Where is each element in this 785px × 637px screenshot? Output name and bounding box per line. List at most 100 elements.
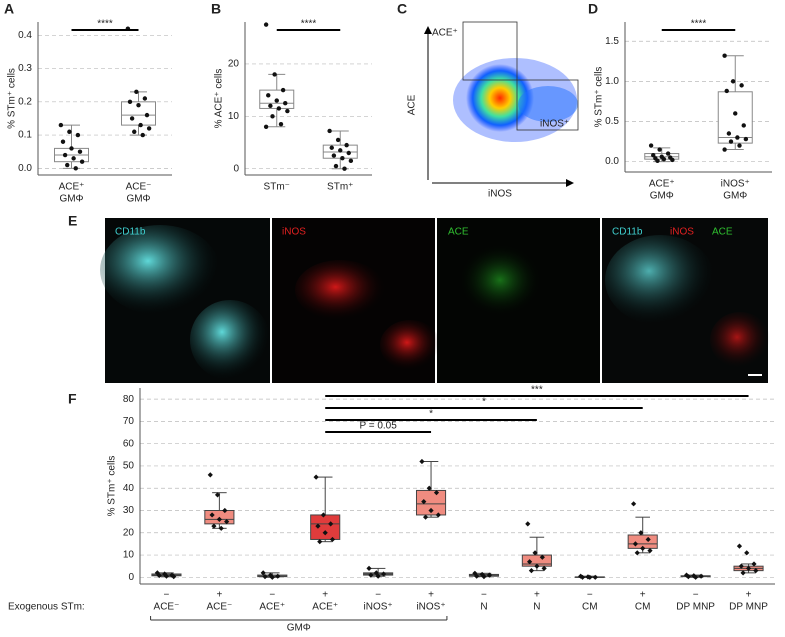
data-point — [472, 570, 478, 576]
x-tick-label: STm⁻ — [264, 182, 290, 193]
data-point — [647, 547, 653, 554]
data-point — [528, 568, 535, 574]
data-point — [541, 565, 547, 572]
data-point — [272, 72, 277, 77]
data-point — [169, 572, 175, 578]
channel-label: CD11b — [612, 227, 643, 238]
panel-letter: D — [588, 1, 598, 17]
x-tick-label: + — [322, 590, 328, 601]
flow-density — [518, 86, 578, 122]
data-point — [435, 512, 441, 518]
data-point — [657, 147, 662, 152]
data-point — [340, 156, 345, 161]
x-tick-label: + — [428, 590, 434, 601]
data-point — [592, 574, 598, 580]
gate-label: ACE⁺ — [432, 28, 458, 39]
data-point — [691, 573, 697, 579]
data-point — [685, 574, 691, 580]
data-point — [579, 574, 586, 580]
data-point — [486, 572, 493, 578]
data-point — [274, 98, 279, 103]
data-point — [426, 485, 432, 491]
data-point — [421, 498, 427, 505]
x-tick-label: ACE⁻ — [126, 182, 152, 193]
channel-label: ACE — [712, 227, 733, 238]
y-tick-label: 20 — [228, 59, 240, 70]
y-axis-label: % STm⁺ cells — [594, 67, 605, 128]
data-point — [733, 111, 738, 116]
data-point — [724, 88, 729, 94]
x-tick-label: − — [164, 590, 170, 601]
data-point — [428, 507, 434, 514]
data-point — [216, 516, 222, 523]
data-point — [344, 142, 349, 148]
data-point — [640, 545, 646, 551]
y-tick-label: 80 — [123, 394, 135, 405]
significance-label: **** — [97, 19, 113, 30]
significance-label: *** — [531, 385, 543, 396]
data-point — [266, 93, 271, 98]
panel-letter: E — [68, 213, 77, 229]
channel-label: iNOS — [282, 227, 306, 238]
data-point — [587, 574, 593, 580]
data-point — [737, 143, 742, 148]
significance-label: **** — [301, 19, 317, 30]
data-point — [269, 574, 275, 580]
data-point — [745, 565, 752, 572]
flow-panel: C ACE⁺ iNOS⁺ ACE iNOS — [397, 1, 579, 200]
arrow — [566, 179, 574, 187]
y-tick-label: 0.5 — [605, 116, 619, 127]
y-tick-label: 1.5 — [605, 36, 619, 47]
data-point — [665, 151, 671, 156]
x-tick-label: − — [693, 590, 699, 601]
y-axis-label: % ACE⁺ cells — [214, 69, 225, 129]
y-tick-label: 0 — [128, 572, 134, 583]
x-tick-label: N — [533, 602, 540, 613]
data-point — [661, 156, 667, 162]
data-point — [275, 573, 281, 579]
data-point — [62, 152, 68, 158]
x-tick-label: ACE⁻ — [154, 602, 180, 613]
panel-letter: C — [397, 1, 407, 17]
data-point — [207, 472, 213, 478]
data-point — [214, 492, 221, 498]
y-tick-label: 0.2 — [18, 96, 32, 107]
y-tick-label: 0 — [233, 163, 239, 174]
channel-label: ACE — [448, 227, 469, 238]
y-tick-label: 50 — [123, 461, 135, 472]
group-label: GMΦ — [287, 623, 311, 632]
panel-letter: F — [68, 391, 77, 407]
data-point — [146, 126, 152, 131]
y-tick-label: 0.3 — [18, 63, 32, 74]
arrow — [424, 26, 432, 34]
stain — [380, 320, 440, 370]
data-point — [313, 474, 319, 480]
data-point — [132, 129, 137, 134]
data-point — [741, 123, 746, 128]
data-point — [171, 574, 177, 580]
data-point — [71, 156, 76, 161]
data-point — [333, 163, 339, 169]
axis-label: ACE — [407, 94, 418, 115]
y-tick-label: 70 — [123, 416, 135, 427]
channel-label: CD11b — [115, 227, 146, 238]
x-tick-label: DP MNP — [729, 602, 768, 613]
data-point — [285, 108, 290, 114]
data-point — [632, 541, 639, 547]
data-point — [645, 536, 651, 543]
axis-label: iNOS — [488, 189, 512, 200]
data-point — [539, 554, 545, 560]
significance-label: * — [482, 397, 486, 408]
x-tick-label: STm⁺ — [327, 182, 353, 193]
significance-label: * — [429, 409, 433, 420]
row-label: Exogenous STm: — [8, 602, 85, 613]
y-tick-label: 0.1 — [18, 130, 32, 141]
data-point — [322, 530, 328, 536]
data-point — [422, 514, 429, 520]
y-axis-label: % STm⁺ cells — [7, 68, 18, 129]
x-tick-label: ACE⁺ — [312, 602, 338, 613]
data-point — [263, 22, 269, 27]
data-point — [739, 83, 744, 88]
data-point — [736, 543, 743, 549]
channel-label: iNOS — [670, 227, 694, 238]
